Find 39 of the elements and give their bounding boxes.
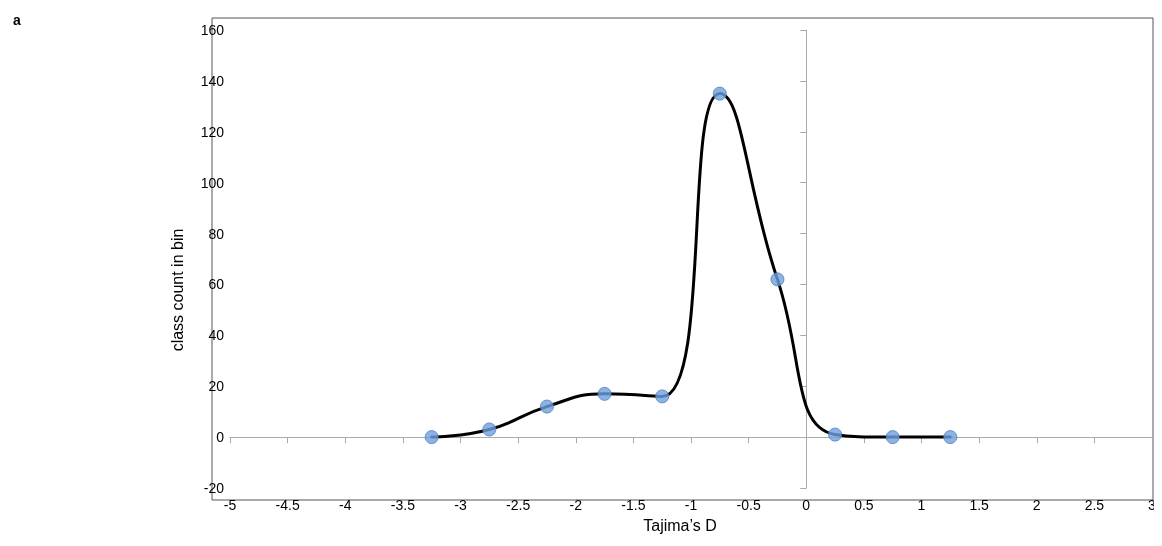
point bbox=[885, 430, 900, 445]
point bbox=[424, 430, 439, 445]
y-tick-label: 40 bbox=[208, 327, 225, 344]
text: a bbox=[13, 12, 21, 28]
y-tick-label: 140 bbox=[200, 72, 225, 89]
x-tick-label: -1.5 bbox=[621, 497, 646, 513]
x-tick-label: -4.5 bbox=[275, 497, 300, 513]
x-tick-label: -4 bbox=[339, 497, 352, 513]
x-tick-label: 1 bbox=[917, 497, 926, 513]
x-tick-label: 0 bbox=[802, 497, 811, 513]
x-tick-label: -5 bbox=[223, 497, 237, 513]
y-tick-label: 120 bbox=[200, 123, 225, 140]
point bbox=[597, 386, 612, 401]
y-tick-label: 20 bbox=[208, 378, 225, 395]
x-tick-label: 0.5 bbox=[854, 497, 874, 513]
y-tick-label: -20 bbox=[203, 480, 225, 496]
x-axis-title: Tajima’s D bbox=[643, 516, 717, 534]
x-tick-label: 1.5 bbox=[969, 497, 990, 513]
point bbox=[770, 272, 785, 287]
x-tick-label: -2 bbox=[569, 497, 583, 513]
x-tick-label: 2 bbox=[1032, 497, 1041, 513]
y-tick-label: 80 bbox=[208, 225, 225, 242]
point bbox=[539, 399, 554, 414]
x-tick-label: -0.5 bbox=[736, 497, 761, 513]
point bbox=[828, 427, 843, 442]
y-tick-label: 60 bbox=[208, 276, 225, 293]
point bbox=[943, 430, 958, 445]
y-tick-label: 0 bbox=[216, 429, 225, 446]
x-tick-label: -1 bbox=[684, 497, 698, 513]
y-axis-title: class count in bin bbox=[168, 228, 186, 352]
y-tick-label: 100 bbox=[200, 174, 225, 191]
x-tick-label: -3 bbox=[454, 497, 467, 513]
point bbox=[655, 389, 670, 404]
point bbox=[482, 422, 497, 437]
point bbox=[712, 86, 727, 101]
x-tick-label: -2.5 bbox=[506, 497, 531, 513]
x-tick-label: -3.5 bbox=[390, 497, 416, 513]
y-tick-label: 160 bbox=[200, 22, 225, 38]
x-tick-label: 2.5 bbox=[1084, 497, 1105, 513]
